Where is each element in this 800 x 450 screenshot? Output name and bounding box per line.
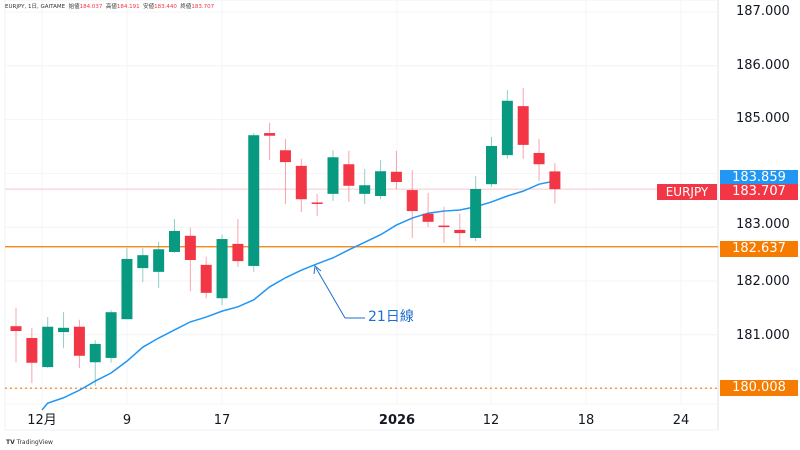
candle-body <box>89 343 101 363</box>
candle-body <box>327 157 339 194</box>
candle-body <box>343 164 355 186</box>
candle-body <box>58 327 70 333</box>
ma21-line <box>41 180 556 411</box>
close-value: 183.707 <box>191 4 215 10</box>
close-label: 終値 <box>180 4 192 10</box>
open-label: 始値 <box>68 4 80 10</box>
candle-body <box>153 249 165 272</box>
candle-body <box>279 150 291 163</box>
brand-name: TradingView <box>16 439 53 446</box>
arrow-head-icon <box>313 265 322 275</box>
candle-body <box>438 225 450 228</box>
y-tick-label: 182.000 <box>736 274 790 289</box>
candle-body <box>533 152 545 165</box>
candle-body <box>486 145 497 185</box>
y-tick-label: 187.000 <box>736 4 790 19</box>
level-badge: 182.637 <box>720 240 798 257</box>
annotation-arrow <box>315 267 346 319</box>
symbol-badge: EURJPY <box>657 184 717 201</box>
candle-body <box>375 171 387 196</box>
candle-body <box>264 133 276 136</box>
plot-area <box>4 0 719 431</box>
high-value: 184.191 <box>116 4 140 10</box>
candle-body <box>295 165 307 200</box>
candle-body <box>454 229 466 234</box>
candle-body <box>248 135 260 266</box>
candle-body <box>121 258 133 320</box>
level-badge: 180.008 <box>720 380 798 397</box>
high-label: 高値 <box>105 4 117 10</box>
candle-body <box>422 213 434 222</box>
candle-body <box>311 202 323 204</box>
x-tick-label: 9 <box>122 413 132 428</box>
y-tick-label: 186.000 <box>736 58 790 73</box>
y-tick-label: 183.000 <box>736 217 790 232</box>
candle-body <box>549 171 561 190</box>
x-tick-label: 12月 <box>27 413 57 428</box>
candle-body <box>169 230 180 252</box>
candle-body <box>73 326 85 356</box>
ma-value-badge: 183.859 <box>720 169 798 186</box>
y-tick-label: 181.000 <box>736 328 790 343</box>
tradingview-logo: TV TradingView <box>6 439 53 446</box>
x-tick-label: 17 <box>213 413 231 428</box>
y-tick-label: 185.000 <box>736 111 790 126</box>
low-value: 183.440 <box>154 4 177 10</box>
open-value: 184.037 <box>79 4 103 10</box>
candle-body <box>232 243 244 262</box>
candle-body <box>105 312 117 358</box>
symbol-info: EURJPY, 1日, GAITAME <box>5 4 66 10</box>
candle-body <box>470 189 482 238</box>
chart-header: EURJPY, 1日, GAITAME 始値184.037 高値184.191 … <box>5 2 214 10</box>
low-label: 安値 <box>143 4 155 10</box>
candle-body <box>359 185 371 194</box>
candle-body <box>517 106 529 145</box>
candle-body <box>406 190 418 212</box>
candle-body <box>42 326 54 368</box>
last-price-badge: 183.707 <box>720 184 798 201</box>
candle-body <box>26 338 38 363</box>
x-tick-label: 2026 <box>378 413 416 428</box>
x-tick-label: 24 <box>672 413 690 428</box>
ma-annotation-label: 21日線 <box>368 309 414 325</box>
candle-body <box>184 235 196 261</box>
candle-body <box>390 171 402 183</box>
candle-body <box>200 264 212 293</box>
x-tick-label: 12 <box>482 413 500 428</box>
candle-body <box>10 326 22 332</box>
x-tick-label: 18 <box>577 413 595 428</box>
candle-body <box>501 100 513 156</box>
candle-body <box>216 239 228 299</box>
candle-body <box>137 255 149 269</box>
